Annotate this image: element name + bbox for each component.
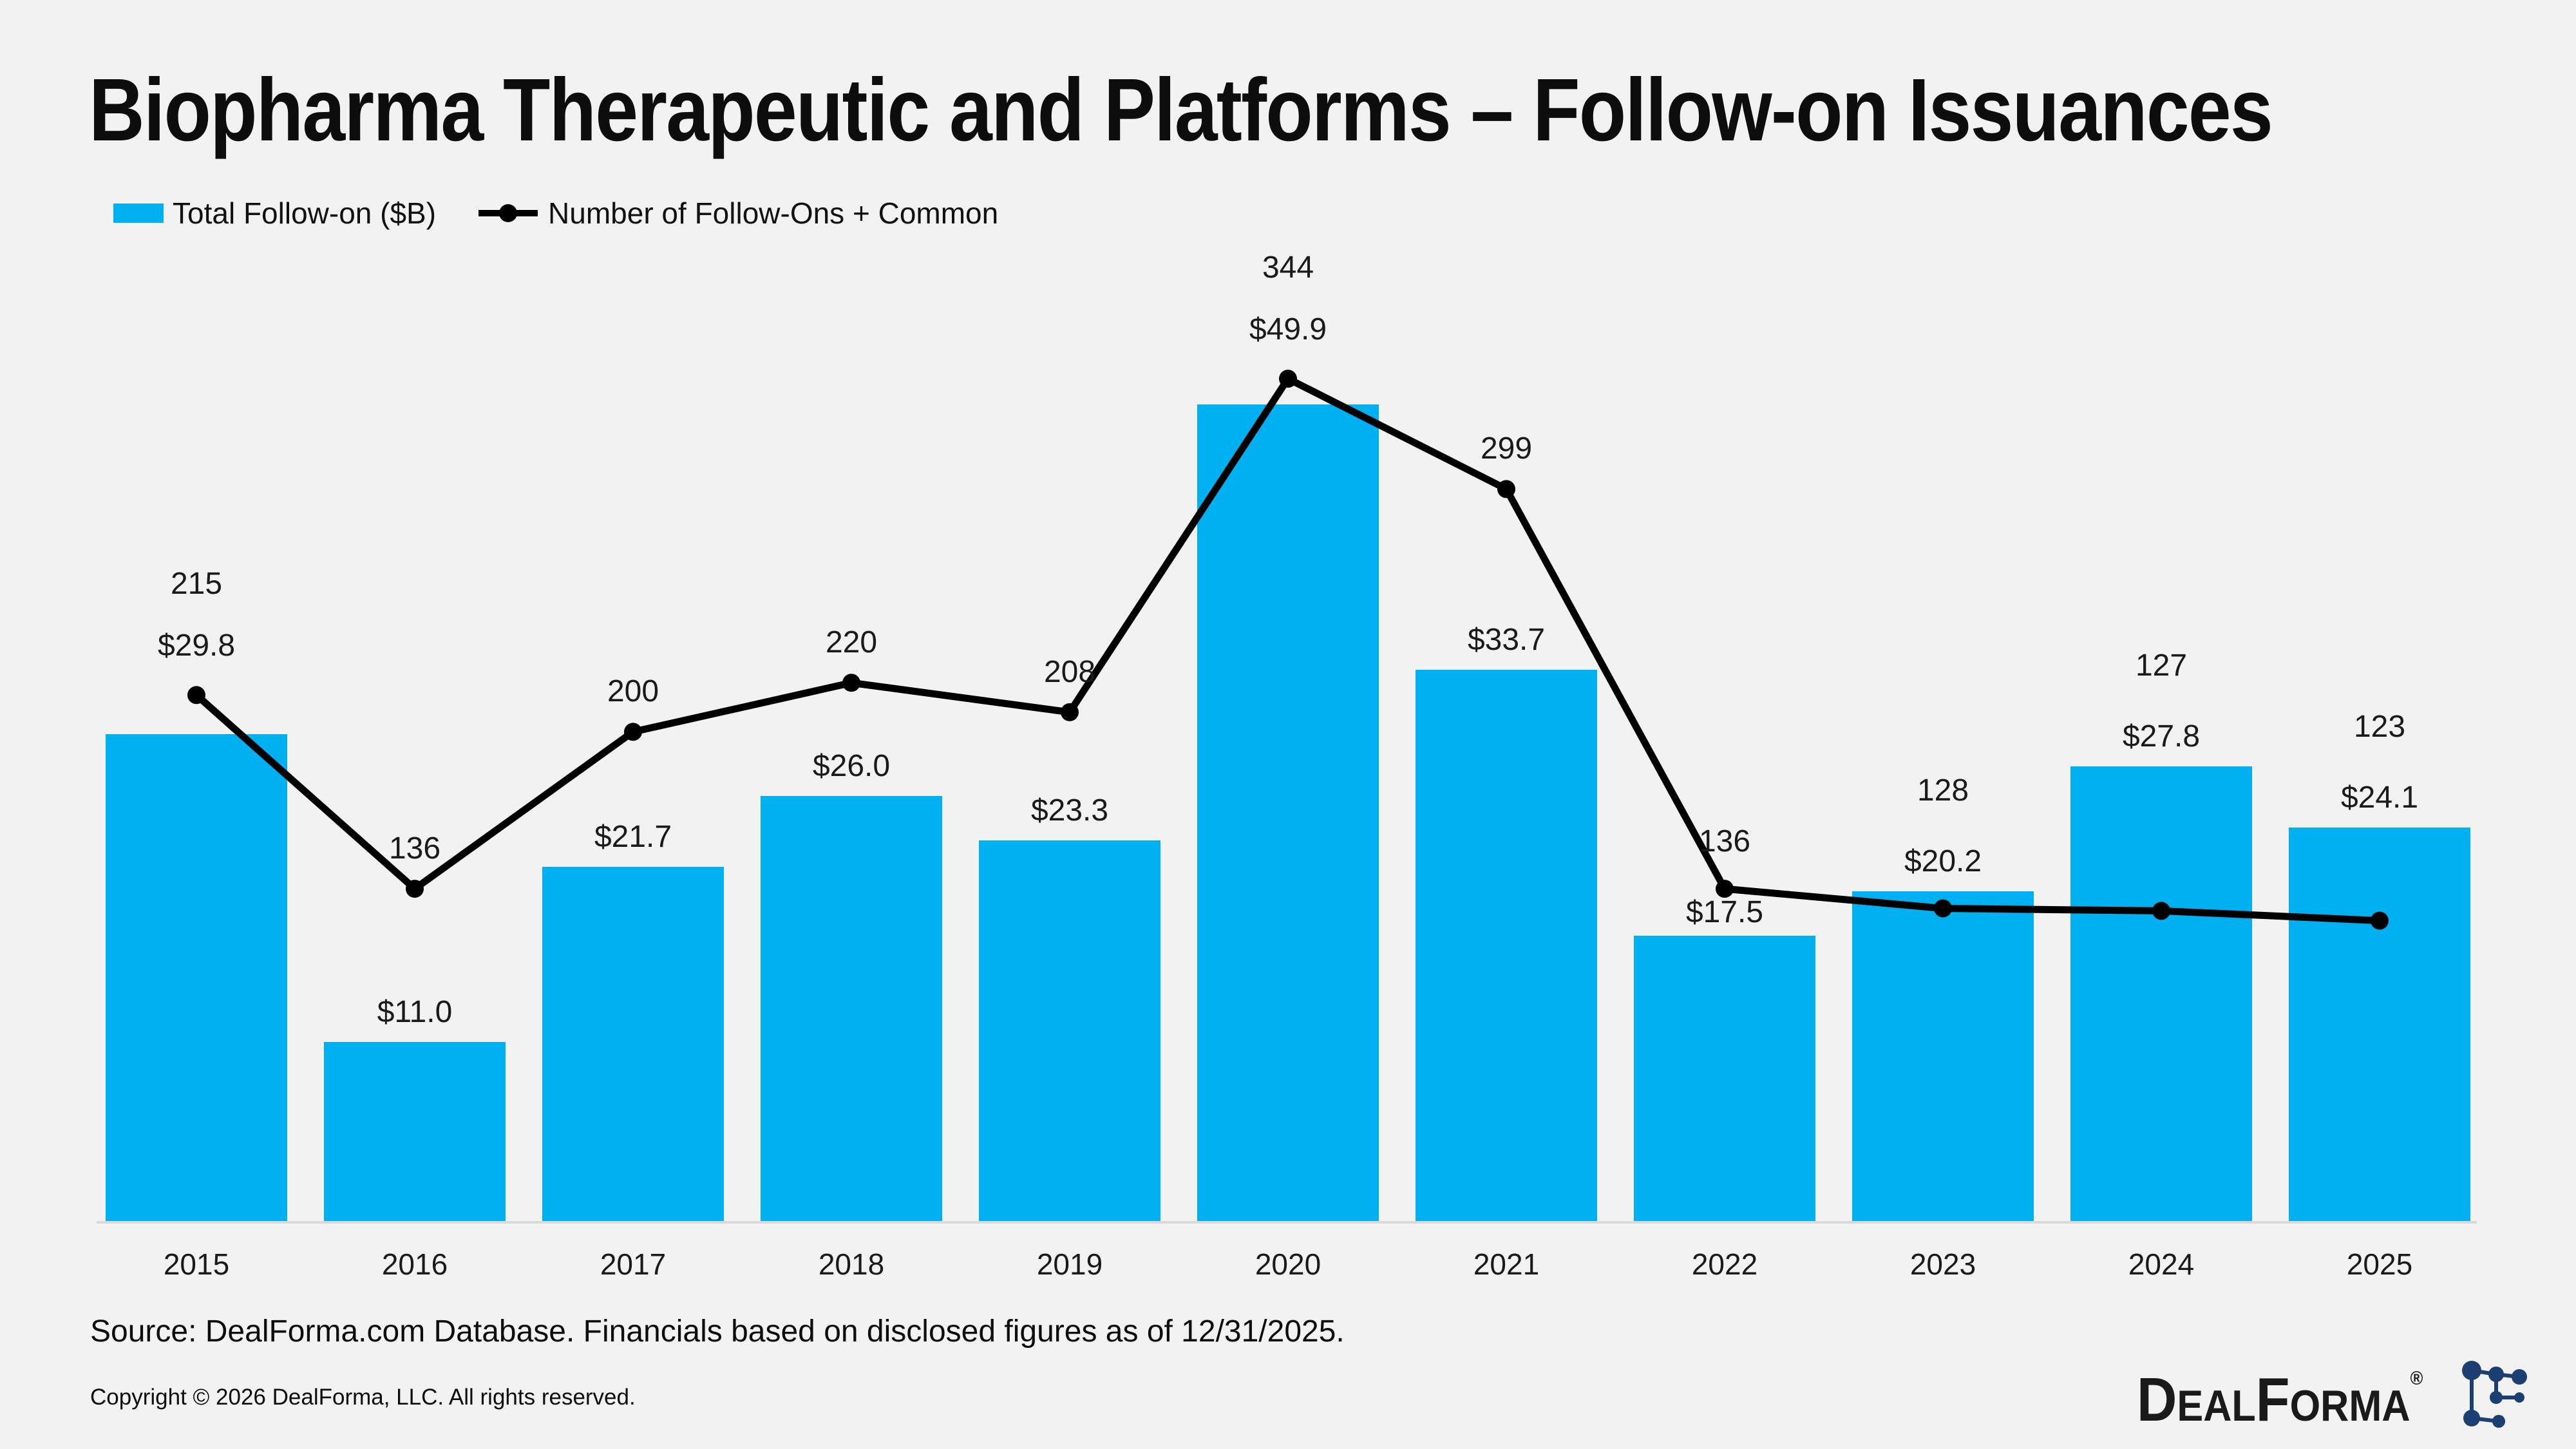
logo-letter-d: D <box>2137 1365 2177 1434</box>
bar-2022 <box>1634 935 1815 1222</box>
bar-value-label-2017: $21.7 <box>594 819 672 854</box>
x-axis-label-2018: 2018 <box>818 1247 885 1281</box>
legend-bar-label: Total Follow-on ($B) <box>173 196 437 230</box>
chart-title: Biopharma Therapeutic and Platforms – Fo… <box>89 61 2273 160</box>
bar-2018 <box>761 796 942 1222</box>
bar-2024 <box>2070 766 2252 1222</box>
line-path <box>194 374 2380 925</box>
bar-value-label-2025: $24.1 <box>2340 780 2419 815</box>
bar-2025 <box>2289 827 2470 1222</box>
line-value-label-2015: 215 <box>170 567 223 601</box>
bar-value-label-2015: $29.8 <box>157 629 236 663</box>
logo-network-icon <box>2461 1361 2527 1428</box>
source-text: Source: DealForma.com Database. Financia… <box>90 1314 1345 1349</box>
line-value-label-2024: 127 <box>2135 649 2188 683</box>
line-point-2024 <box>2152 902 2170 920</box>
line-value-label-2020: 344 <box>1262 251 1314 285</box>
logo-letters-orma: ORMA <box>2289 1381 2410 1430</box>
line-value-label-2018: 220 <box>825 625 878 660</box>
line-point-2023 <box>1934 899 1952 918</box>
bar-value-label-2021: $33.7 <box>1467 623 1546 658</box>
bar-value-label-2022: $17.5 <box>1685 895 1764 929</box>
x-axis-label-2021: 2021 <box>1473 1247 1540 1281</box>
logo-letters-eal: EAL <box>2177 1381 2256 1430</box>
line-value-label-2022: 136 <box>1698 824 1751 859</box>
x-axis-label-2024: 2024 <box>2128 1247 2195 1281</box>
bar-2023 <box>1852 891 2034 1222</box>
bar-value-label-2018: $26.0 <box>812 749 891 784</box>
bar-2020 <box>1197 404 1379 1222</box>
legend: Total Follow-on ($B) Number of Follow-On… <box>113 196 998 231</box>
bar-value-label-2016: $11.0 <box>377 995 453 1030</box>
x-axis-label-2022: 2022 <box>1691 1247 1758 1281</box>
bar-2016 <box>324 1042 506 1222</box>
bar-value-label-2019: $23.3 <box>1030 793 1109 828</box>
legend-line-label: Number of Follow-Ons + Common <box>548 196 999 230</box>
x-axis-line <box>97 1221 2477 1224</box>
bar-2021 <box>1416 670 1597 1222</box>
legend-line-marker-icon <box>478 204 538 222</box>
line-point-2016 <box>406 880 424 898</box>
x-axis-label-2015: 2015 <box>163 1247 230 1281</box>
line-value-label-2025: 123 <box>2353 709 2406 744</box>
dealforma-logo: DEALFORMA® <box>2137 1360 2532 1432</box>
dealforma-logo-text: DEALFORMA® <box>2137 1360 2423 1431</box>
line-value-label-2016: 136 <box>388 831 441 866</box>
line-point-2021 <box>1497 480 1515 498</box>
x-axis-label-2020: 2020 <box>1255 1247 1321 1281</box>
line-point-2019 <box>1061 703 1079 721</box>
line-point-2025 <box>2371 911 2389 930</box>
logo-letter-f: F <box>2255 1365 2290 1434</box>
x-axis-label-2017: 2017 <box>600 1247 667 1281</box>
line-value-label-2021: 299 <box>1480 431 1533 466</box>
copyright-text: Copyright © 2026 DealForma, LLC. All rig… <box>90 1385 636 1410</box>
bar-2017 <box>542 866 724 1222</box>
line-value-label-2019: 208 <box>1043 654 1096 689</box>
bar-value-label-2023: $20.2 <box>1904 844 1982 878</box>
line-point-2022 <box>1716 880 1734 898</box>
bar-2019 <box>979 840 1160 1222</box>
x-axis-label-2016: 2016 <box>381 1247 448 1281</box>
line-point-2020 <box>1279 370 1297 388</box>
x-axis-label-2025: 2025 <box>2346 1247 2413 1281</box>
x-axis-label-2019: 2019 <box>1036 1247 1103 1281</box>
bar-value-label-2020: $49.9 <box>1249 312 1327 347</box>
registered-trademark-icon: ® <box>2410 1368 2423 1389</box>
line-point-2018 <box>842 674 860 692</box>
line-value-label-2017: 200 <box>607 674 659 709</box>
bar-value-label-2024: $27.8 <box>2122 719 2201 754</box>
x-axis-label-2023: 2023 <box>1909 1247 1976 1281</box>
line-point-2017 <box>624 723 642 741</box>
bar-2015 <box>106 734 287 1222</box>
legend-bar-swatch-icon <box>113 204 164 223</box>
line-value-label-2023: 128 <box>1917 773 1969 808</box>
line-point-2015 <box>187 686 205 705</box>
